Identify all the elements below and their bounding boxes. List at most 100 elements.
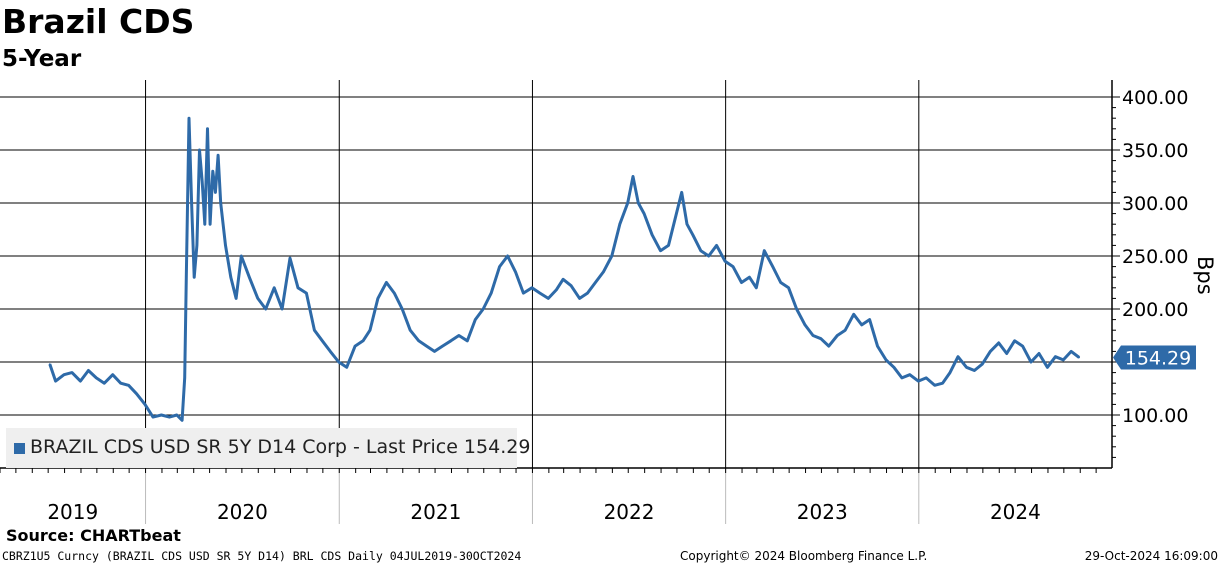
data-point	[417, 340, 420, 342]
x-year-label: 2019	[47, 500, 98, 524]
data-point	[63, 373, 65, 376]
data-point	[1030, 361, 1032, 363]
data-point	[989, 350, 992, 353]
data-point	[643, 212, 645, 215]
data-point	[393, 292, 396, 294]
data-point	[119, 382, 122, 385]
data-point	[522, 292, 525, 294]
data-point	[135, 393, 138, 395]
data-point	[474, 318, 477, 321]
data-point	[740, 281, 743, 284]
data-point	[611, 255, 613, 257]
footer-timestamp: 29-Oct-2024 16:09:00	[1084, 549, 1218, 563]
data-point	[1005, 352, 1008, 355]
last-price-label: 154.29	[1125, 347, 1191, 369]
data-point	[204, 223, 206, 225]
data-point	[692, 234, 694, 236]
data-point	[198, 149, 201, 151]
last-price-tag	[1113, 345, 1196, 370]
data-point	[700, 249, 702, 252]
data-point	[264, 308, 267, 310]
data-point	[1046, 366, 1049, 369]
data-point	[680, 191, 683, 194]
data-point	[345, 366, 348, 369]
data-point	[54, 380, 57, 382]
data-point	[917, 380, 920, 382]
data-point	[127, 384, 130, 387]
data-point	[466, 340, 469, 342]
data-point	[1038, 352, 1040, 355]
data-point	[297, 287, 299, 289]
data-point	[686, 223, 688, 225]
y-tick-label: 250.00	[1122, 246, 1188, 268]
data-point	[181, 419, 183, 422]
data-point	[196, 244, 198, 247]
data-point	[409, 329, 412, 332]
data-point	[860, 324, 863, 326]
data-point	[385, 281, 388, 284]
data-point	[844, 329, 846, 332]
data-point	[273, 287, 276, 289]
footer-ticker: CBRZ1U5 Curncy (BRAZIL CDS USD SR 5Y D14…	[2, 549, 522, 563]
data-point	[659, 249, 662, 252]
data-point	[425, 345, 428, 347]
data-point	[87, 369, 90, 372]
data-point	[586, 292, 589, 294]
data-point	[305, 292, 308, 294]
data-point	[401, 308, 404, 310]
data-point	[289, 257, 291, 259]
data-point	[852, 313, 855, 316]
legend: BRAZIL CDS USD SR 5Y D14 Corp - Last Pri…	[6, 428, 530, 468]
data-point	[214, 191, 217, 194]
data-point	[201, 181, 203, 183]
data-point	[458, 334, 460, 337]
data-point	[619, 223, 621, 225]
legend-swatch	[14, 443, 25, 454]
data-point	[804, 324, 806, 326]
data-point	[337, 361, 340, 363]
chart-subtitle: 5-Year	[2, 46, 82, 72]
data-point	[828, 345, 830, 347]
data-point	[79, 380, 82, 382]
data-point	[836, 334, 839, 337]
series-layer	[48, 116, 1081, 422]
data-point	[313, 329, 316, 332]
data-point	[763, 249, 766, 252]
data-point	[539, 292, 541, 294]
data-point	[957, 355, 959, 358]
data-point	[779, 281, 782, 284]
data-point	[209, 223, 211, 225]
data-point	[933, 384, 936, 387]
data-point	[160, 414, 163, 416]
x-year-label: 2024	[990, 500, 1041, 524]
data-point	[1070, 350, 1072, 353]
data-point	[562, 278, 564, 281]
y-tick-label: 200.00	[1122, 299, 1188, 321]
data-point	[531, 287, 533, 289]
x-year-label: 2020	[217, 500, 268, 524]
data-point	[1013, 340, 1016, 342]
data-point	[949, 371, 951, 374]
y-tick-label: 350.00	[1122, 140, 1188, 162]
data-point	[941, 382, 944, 385]
data-point	[1062, 359, 1065, 361]
data-point	[329, 350, 332, 353]
data-point	[667, 244, 670, 247]
data-point	[570, 284, 572, 287]
data-point	[498, 265, 501, 268]
data-point	[224, 244, 227, 247]
data-point	[1054, 355, 1057, 358]
data-point	[450, 340, 452, 342]
data-point	[909, 373, 911, 376]
data-point	[188, 117, 190, 119]
data-point	[71, 371, 73, 374]
data-point	[787, 287, 790, 289]
data-point	[190, 202, 193, 204]
data-point	[748, 276, 751, 279]
data-point	[675, 212, 678, 215]
data-point	[248, 276, 251, 279]
data-point	[1078, 356, 1080, 359]
data-point	[377, 297, 379, 300]
data-point	[103, 382, 106, 385]
